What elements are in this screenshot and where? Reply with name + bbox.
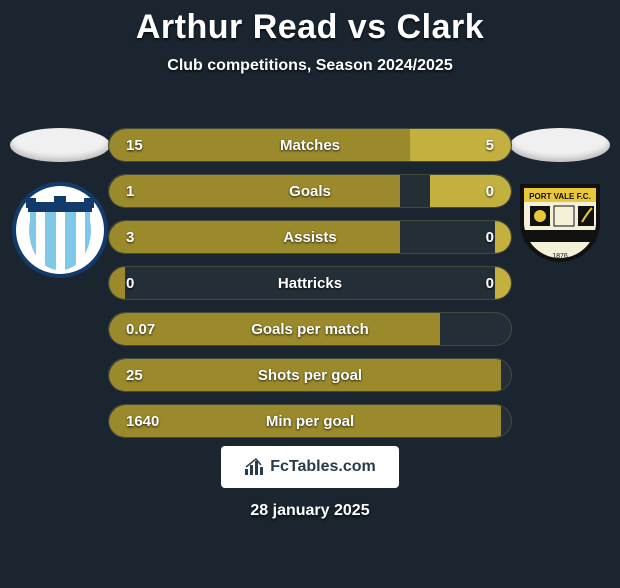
chart-icon: [244, 457, 264, 477]
bar-right: [410, 129, 511, 162]
date-text: 28 january 2025: [0, 502, 620, 520]
stat-row: Goals per match0.07: [108, 312, 512, 346]
bar-right: [495, 221, 511, 254]
bar-left: [109, 405, 501, 438]
stat-row: Min per goal1640: [108, 404, 512, 438]
stat-row: Goals10: [108, 174, 512, 208]
title: Arthur Read vs Clark: [0, 8, 620, 47]
stat-row: Hattricks00: [108, 266, 512, 300]
bar-track: [108, 404, 512, 438]
player-right-name-disc: [510, 128, 610, 162]
stat-row: Assists30: [108, 220, 512, 254]
player-left-area: [10, 128, 110, 285]
bar-track: [108, 220, 512, 254]
bar-track: [108, 358, 512, 392]
bar-right: [430, 175, 511, 208]
player-right-area: PORT VALE F.C. 1876: [510, 128, 610, 269]
bar-track: [108, 174, 512, 208]
bar-left: [109, 175, 400, 208]
comparison-chart: Matches155 Goals10 Assists30 Hattricks00 Goa…: [108, 128, 512, 450]
bar-left: [109, 359, 501, 392]
bar-track: [108, 266, 512, 300]
subtitle: Club competitions, Season 2024/2025: [0, 57, 620, 75]
port-vale-crest-icon: PORT VALE F.C. 1876: [510, 176, 610, 264]
stat-row: Shots per goal25: [108, 358, 512, 392]
player-left-name-disc: [10, 128, 110, 162]
bar-left: [109, 267, 125, 300]
bar-left: [109, 129, 412, 162]
bar-track: [108, 128, 512, 162]
bar-right: [495, 267, 511, 300]
colchester-crest-icon: [10, 180, 110, 280]
watermark-text: FcTables.com: [270, 458, 376, 476]
bar-left: [109, 313, 440, 346]
stat-row: Matches155: [108, 128, 512, 162]
bar-left: [109, 221, 400, 254]
watermark: FcTables.com: [221, 446, 399, 488]
bar-track: [108, 312, 512, 346]
svg-text:PORT VALE F.C.: PORT VALE F.C.: [529, 192, 591, 201]
svg-text:1876: 1876: [552, 253, 568, 260]
